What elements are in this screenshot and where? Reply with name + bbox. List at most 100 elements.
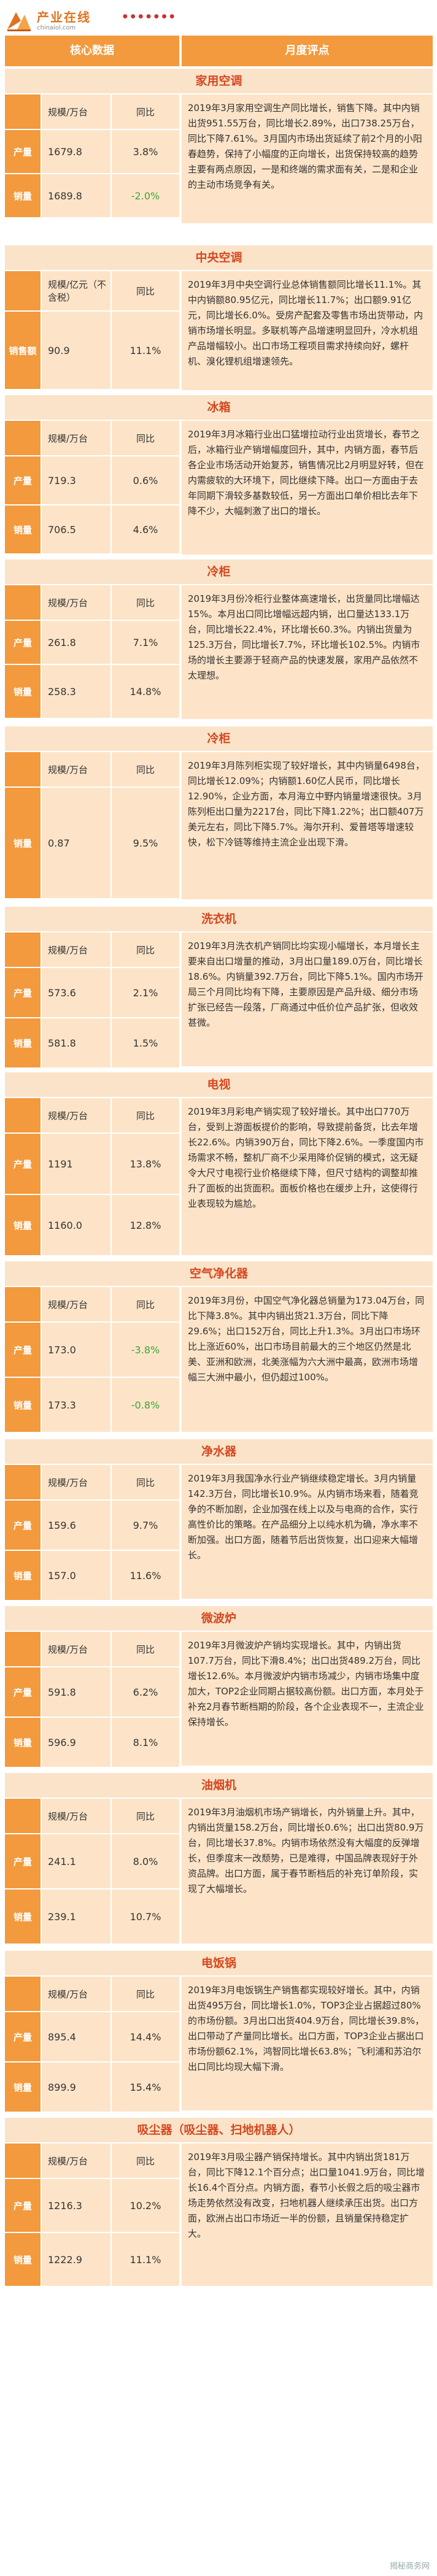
column-header-row: 规模/万台 同比 (5, 421, 179, 455)
section-title: 微波炉 (5, 1606, 433, 1631)
table-row: 产量 1216.3 10.2% (5, 2179, 179, 2232)
column-header-row: 规模/亿元（不含税） 同比 (5, 271, 179, 310)
row-value: 1160.0 (42, 1195, 110, 1255)
row-value: 261.8 (42, 621, 110, 664)
row-label-empty (5, 1977, 41, 2011)
table-row: 销量 1689.8 -2.0% (5, 174, 179, 217)
unit-header: 规模/万台 (42, 752, 110, 786)
row-yoy-change: 8.0% (112, 1834, 179, 1888)
row-yoy-change: 4.6% (112, 506, 179, 553)
unit-header: 规模/万台 (42, 932, 110, 967)
row-yoy-change: 8.1% (112, 1718, 179, 1767)
table-row: 产量 173.0 -3.8% (5, 1323, 179, 1377)
row-value: 173.0 (42, 1323, 110, 1377)
unit-header: 规模/亿元（不含税） (42, 271, 110, 310)
row-value: 706.5 (42, 506, 110, 553)
unit-header: 规模/万台 (42, 1632, 110, 1666)
yoy-header: 同比 (112, 1977, 179, 2011)
column-header-row: 规模/万台 同比 (5, 1098, 179, 1132)
column-header-row: 规模/万台 同比 (5, 752, 179, 786)
section: 净水器 规模/万台 同比 产量 159.6 9.7% 销量 157.0 11.6% 2019年3月… (5, 1439, 433, 1601)
table-row: 产量 159.6 9.7% (5, 1501, 179, 1550)
monthly-comment: 2019年3月陈列柜实现了较好增长，其中内销量6498台，同比增长12.09%；… (182, 752, 433, 899)
yoy-header: 同比 (112, 1632, 179, 1666)
table-row: 销量 899.9 15.4% (5, 2063, 179, 2112)
row-label: 产量 (5, 621, 41, 664)
table-row: 销量 596.9 8.1% (5, 1718, 179, 1767)
unit-header: 规模/万台 (42, 1098, 110, 1132)
section: 家用空调 规模/万台 同比 产量 1679.8 3.8% 销量 1689.8 -2.0% 2019… (5, 69, 433, 223)
row-label: 销售额 (5, 312, 41, 389)
row-label: 销量 (5, 1551, 41, 1600)
row-yoy-change: 2.1% (112, 968, 179, 1017)
monthly-comment: 2019年3月油烟机市场产销增长，内外销量上升。其中，内销出货量158.2万台，… (182, 1799, 433, 1944)
row-yoy-change: -2.0% (112, 174, 179, 217)
row-yoy-change: -3.8% (112, 1323, 179, 1377)
row-value: 591.8 (42, 1667, 110, 1717)
monthly-comment: 2019年3月彩电产销实现了较好增长。其中出口770万台，受到上游面板提价的影响… (182, 1098, 433, 1255)
section-title: 油烟机 (5, 1773, 433, 1797)
section: 洗衣机 规模/万台 同比 产量 573.6 2.1% 销量 581.8 1.5% 2019年3月洗… (5, 907, 433, 1069)
section-title: 净水器 (5, 1439, 433, 1464)
header-monthly-comment: 月度评点 (182, 36, 433, 66)
row-value: 1222.9 (42, 2233, 110, 2286)
section-title: 中央空调 (5, 245, 433, 270)
table-row: 产量 591.8 6.2% (5, 1667, 179, 1717)
yoy-header: 同比 (112, 752, 179, 786)
unit-header: 规模/万台 (42, 2143, 110, 2178)
monthly-comment: 2019年3月吸尘器产销保持增长。其中内销出货181万台，同比下降12.1个百分… (182, 2143, 433, 2286)
table-row: 产量 1191 13.8% (5, 1134, 179, 1194)
row-yoy-change: 1.5% (112, 1018, 179, 1067)
row-yoy-change: 3.8% (112, 130, 179, 173)
row-label-empty (5, 932, 41, 967)
section-title: 冷柜 (5, 726, 433, 751)
row-yoy-change: 10.2% (112, 2179, 179, 2232)
table-row: 销量 581.8 1.5% (5, 1018, 179, 1067)
section: 油烟机 规模/万台 同比 产量 241.1 8.0% 销量 239.1 10.7% 2019年3月… (5, 1773, 433, 1945)
monthly-comment: 2019年3月洗衣机产销同比均实现小幅增长，本月增长主要来自出口增量的推动，3月… (182, 932, 433, 1066)
yoy-header: 同比 (112, 271, 179, 310)
unit-header: 规模/万台 (42, 1287, 110, 1321)
row-label-empty (5, 1632, 41, 1666)
row-label: 产量 (5, 1667, 41, 1717)
row-label: 产量 (5, 456, 41, 504)
row-value: 1216.3 (42, 2179, 110, 2232)
row-label: 产量 (5, 1323, 41, 1377)
row-label: 销量 (5, 506, 41, 553)
section-title: 空气净化器 (5, 1261, 433, 1286)
yoy-header: 同比 (112, 2143, 179, 2178)
row-value: 1191 (42, 1134, 110, 1194)
unit-header: 规模/万台 (42, 585, 110, 620)
table-row: 销量 173.3 -0.8% (5, 1378, 179, 1432)
brand-tagline: ● ● ● ● ● ● ● (123, 13, 176, 20)
row-label: 销量 (5, 788, 41, 898)
row-value: 596.9 (42, 1718, 110, 1767)
row-label: 产量 (5, 2012, 41, 2061)
row-value: 1679.8 (42, 130, 110, 173)
row-value: 719.3 (42, 456, 110, 504)
unit-header: 规模/万台 (42, 1977, 110, 2011)
row-label-empty (5, 1799, 41, 1833)
section-title: 电饭锅 (5, 1951, 433, 1975)
row-yoy-change: 6.2% (112, 1667, 179, 1717)
section: 冰箱 规模/万台 同比 产量 719.3 0.6% 销量 706.5 4.6% 2019年3月冰箱… (5, 395, 433, 555)
row-value: 581.8 (42, 1018, 110, 1067)
row-yoy-change: 14.4% (112, 2012, 179, 2061)
monthly-comment: 2019年3月份冷柜行业整体高速增长，出货量同比增幅达15%。本月出口同比增幅远… (182, 585, 433, 719)
row-label: 产量 (5, 968, 41, 1017)
section-title: 家用空调 (5, 69, 433, 93)
monthly-comment: 2019年3月中央空调行业总体销售额同比增长11.1%。其中内销额80.95亿元… (182, 271, 433, 390)
table-row: 产量 895.4 14.4% (5, 2012, 179, 2061)
table-row: 销量 239.1 10.7% (5, 1890, 179, 1944)
unit-header: 规模/万台 (42, 1465, 110, 1499)
monthly-comment: 2019年3月电饭锅生产销售都实现较好增长。其中，内销出货495万台，同比增长1… (182, 1977, 433, 2110)
table-row: 销量 258.3 14.8% (5, 665, 179, 718)
row-label-empty (5, 752, 41, 786)
unit-header: 规模/万台 (42, 421, 110, 455)
row-label: 产量 (5, 2179, 41, 2232)
table-row: 销量 157.0 11.6% (5, 1551, 179, 1600)
row-label: 销量 (5, 1718, 41, 1767)
row-yoy-change: 13.8% (112, 1134, 179, 1194)
brand-logo[interactable]: 产业在线 chinaiol.com ● ● ● ● ● ● ● (6, 5, 190, 36)
table-row: 销量 1160.0 12.8% (5, 1195, 179, 1255)
